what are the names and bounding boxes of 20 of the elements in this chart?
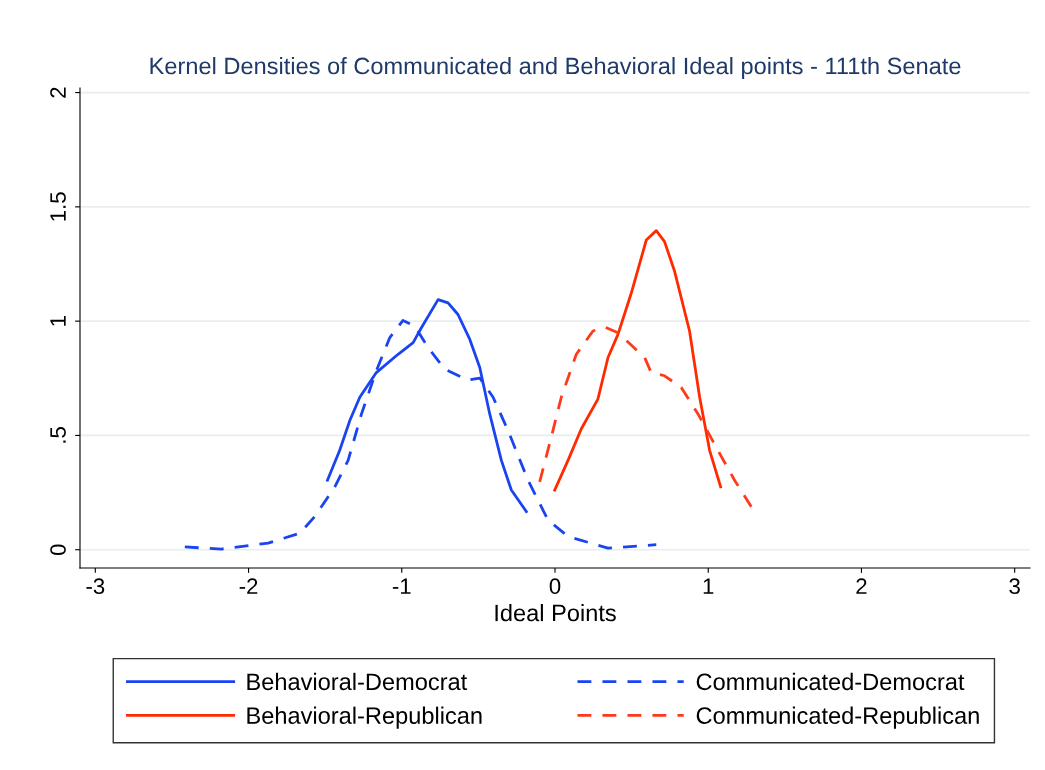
y-tick-label: .5	[50, 427, 66, 443]
y-tick-label: 1.5	[50, 192, 66, 221]
x-tick-label: 1	[703, 578, 714, 594]
line-series	[553, 229, 723, 492]
x-tick-label: -2	[239, 578, 258, 594]
line-series	[538, 325, 753, 509]
x-tick-label: -3	[86, 578, 105, 595]
x-tick-label: -1	[392, 578, 411, 594]
y-tick-label: 1	[50, 316, 66, 326]
y-tick-label: 0	[50, 544, 66, 556]
legend-label: Communicated-Republican	[696, 706, 979, 729]
legend-label: Communicated-Democrat	[696, 672, 965, 691]
legend-label: Behavioral-Democrat	[247, 672, 468, 691]
legend-label: Behavioral-Republican	[247, 706, 482, 729]
x-tick-label: 2	[856, 578, 867, 594]
chart-title: Kernel Densities of Communicated and Behavioral Ideal points - 111th Senate	[150, 57, 961, 80]
y-tick-label: 2	[50, 87, 66, 98]
x-tick-label: 0	[549, 578, 561, 595]
x-axis-title: Ideal Points	[495, 603, 616, 622]
x-tick-label: 3	[1009, 578, 1020, 595]
